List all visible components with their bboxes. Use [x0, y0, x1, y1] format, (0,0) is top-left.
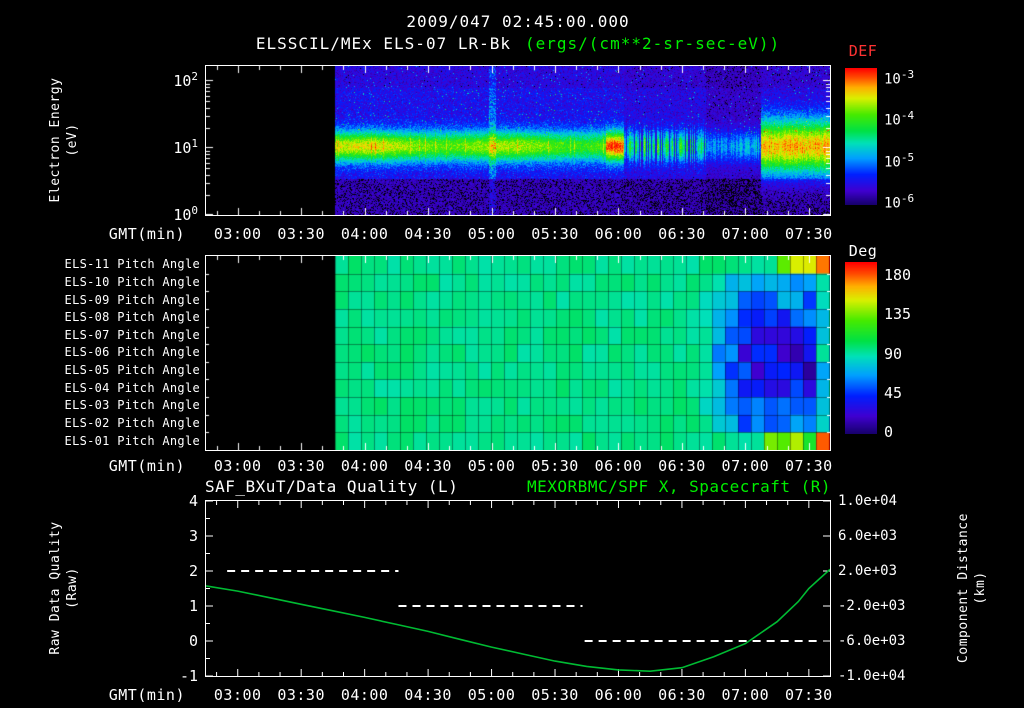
pitch-row-label: ELS-06 Pitch Angle: [64, 345, 200, 360]
timeseries-titles: SAF_BXuT/Data Quality (L) MEXORBMC/SPF X…: [205, 477, 831, 496]
gmt-axis-label-top: GMT(min): [108, 225, 185, 243]
x-tick-label: 04:00: [340, 686, 389, 704]
def-colorbar-tick-label: 10-3: [884, 68, 915, 88]
timeseries-right-tick-label: 1.0e+04: [838, 493, 898, 509]
header-timestamp: 2009/047 02:45:00.000: [406, 12, 630, 31]
x-tick-label: 05:30: [531, 686, 579, 704]
timeseries-left-tick-label: 3: [188, 527, 198, 545]
spectrogram-y-axis-label: Electron Energy (eV): [47, 78, 81, 203]
spacecraft-x-line: [206, 568, 830, 673]
x-tick-label: 06:30: [658, 686, 706, 704]
timeseries-right-tick-label: -6.0e+03: [838, 633, 906, 649]
x-tick-label: 04:30: [404, 225, 452, 243]
timeseries-plot: [206, 501, 830, 676]
x-tick-label: 04:00: [340, 457, 389, 475]
pitch-row-label: ELS-09 Pitch Angle: [64, 292, 200, 307]
timeseries-right-tick-label: 2.0e+03: [838, 563, 898, 579]
timeseries-right-tick-label: 6.0e+03: [838, 528, 898, 544]
x-tick-label: 04:30: [404, 686, 452, 704]
x-tick-label: 05:30: [531, 225, 579, 243]
pitch-row-label: ELS-08 Pitch Angle: [64, 310, 200, 325]
x-tick-label: 07:00: [721, 686, 770, 704]
x-tick-label: 03:30: [277, 457, 325, 475]
pitch-row-label: ELS-10 Pitch Angle: [64, 274, 200, 289]
timeseries-right-axis-label: Component Distance (km): [955, 513, 989, 663]
def-colorbar-tick-label: 10-4: [884, 109, 915, 129]
x-tick-label: 06:30: [658, 225, 706, 243]
x-tick-label: 06:00: [594, 225, 643, 243]
timeseries-right-axis-label-line1: Component Distance: [956, 513, 971, 663]
deg-colorbar-tick-label: 0: [884, 423, 894, 441]
timeseries-left-tick-label: 4: [188, 492, 198, 510]
timeseries-right-tick-label: -1.0e+04: [838, 668, 906, 684]
x-tick-label: 04:30: [404, 457, 452, 475]
pitch-row-label: ELS-01 Pitch Angle: [64, 433, 200, 448]
pitch-row-label: ELS-04 Pitch Angle: [64, 380, 200, 395]
x-tick-label: 03:00: [213, 686, 262, 704]
def-colorbar-tick-label: 10-6: [884, 191, 915, 212]
x-tick-label: 06:00: [594, 686, 643, 704]
x-tick-label: 04:00: [340, 225, 389, 243]
timeseries-title-right: MEXORBMC/SPF X, Spacecraft (R): [527, 477, 831, 496]
x-tick-label: 07:00: [721, 225, 770, 243]
x-tick-label: 07:30: [785, 225, 833, 243]
def-colorbar: [845, 68, 877, 205]
x-tick-label: 03:30: [277, 686, 325, 704]
pitch-row-label: ELS-03 Pitch Angle: [64, 398, 200, 413]
x-tick-label: 03:00: [213, 225, 262, 243]
pitch-row-label: ELS-02 Pitch Angle: [64, 416, 200, 431]
timeseries-left-axis-label-line2: (Raw): [65, 567, 80, 609]
pitch-angle-panel: [205, 255, 831, 451]
timeseries-title-left: SAF_BXuT/Data Quality (L): [205, 477, 459, 496]
timeseries-panel: [205, 500, 831, 677]
x-tick-label: 03:00: [213, 457, 262, 475]
timeseries-right-axis-label-line2: (km): [973, 571, 988, 605]
timeseries-left-tick-label: -1: [179, 667, 198, 685]
spectrogram-y-axis-label-line2: (eV): [65, 123, 80, 157]
x-tick-label: 03:30: [277, 225, 325, 243]
x-tick-label: 05:00: [467, 686, 516, 704]
timeseries-left-axis-label: Raw Data Quality (Raw): [47, 521, 81, 654]
pitch-row-label: ELS-05 Pitch Angle: [64, 363, 200, 378]
spectrogram-canvas: [206, 66, 830, 215]
spectrogram-y-tick-label: 100: [173, 204, 198, 224]
gmt-axis-label-middle: GMT(min): [108, 457, 185, 475]
timeseries-left-tick-label: 2: [188, 562, 198, 580]
timeseries-right-tick-label: -2.0e+03: [838, 598, 906, 614]
pitch-row-label: ELS-11 Pitch Angle: [64, 257, 200, 272]
x-tick-label: 06:30: [658, 457, 706, 475]
deg-colorbar: [845, 262, 877, 434]
spectrogram-y-tick-label: 102: [173, 70, 198, 90]
deg-colorbar-tick-label: 90: [884, 344, 903, 363]
gmt-axis-label-bottom: GMT(min): [108, 686, 185, 704]
deg-colorbar-title: Deg: [848, 242, 878, 260]
x-tick-label: 05:00: [467, 225, 516, 243]
timeseries-left-tick-label: 0: [188, 632, 198, 650]
spectrogram-y-axis-label-line1: Electron Energy: [48, 77, 63, 203]
timeseries-left-tick-label: 1: [188, 597, 198, 615]
x-tick-label: 05:30: [531, 457, 579, 475]
x-tick-label: 07:30: [785, 686, 833, 704]
deg-colorbar-tick-label: 180: [884, 266, 912, 284]
header-source: ELSSCIL/MEx ELS-07 LR-Bk: [255, 34, 511, 53]
pitch-angle-canvas: [206, 256, 830, 450]
header-subtitle: ELSSCIL/MEx ELS-07 LR-Bk (ergs/(cm**2-sr-…: [165, 34, 871, 53]
x-tick-label: 06:00: [594, 457, 643, 475]
header-units: (ergs/(cm**2-sr-sec-eV)): [525, 34, 781, 53]
x-tick-label: 07:30: [785, 457, 833, 475]
def-colorbar-title: DEF: [848, 42, 878, 60]
def-colorbar-tick-label: 10-5: [884, 150, 915, 171]
timeseries-left-axis-label-line1: Raw Data Quality: [48, 521, 63, 655]
spectrogram-panel: [205, 65, 831, 216]
pitch-row-label: ELS-07 Pitch Angle: [64, 327, 200, 342]
spectrogram-y-tick-label: 101: [173, 137, 198, 157]
x-tick-label: 07:00: [721, 457, 770, 475]
deg-colorbar-tick-label: 135: [884, 305, 912, 324]
x-tick-label: 05:00: [467, 457, 516, 475]
deg-colorbar-tick-label: 45: [884, 383, 903, 402]
